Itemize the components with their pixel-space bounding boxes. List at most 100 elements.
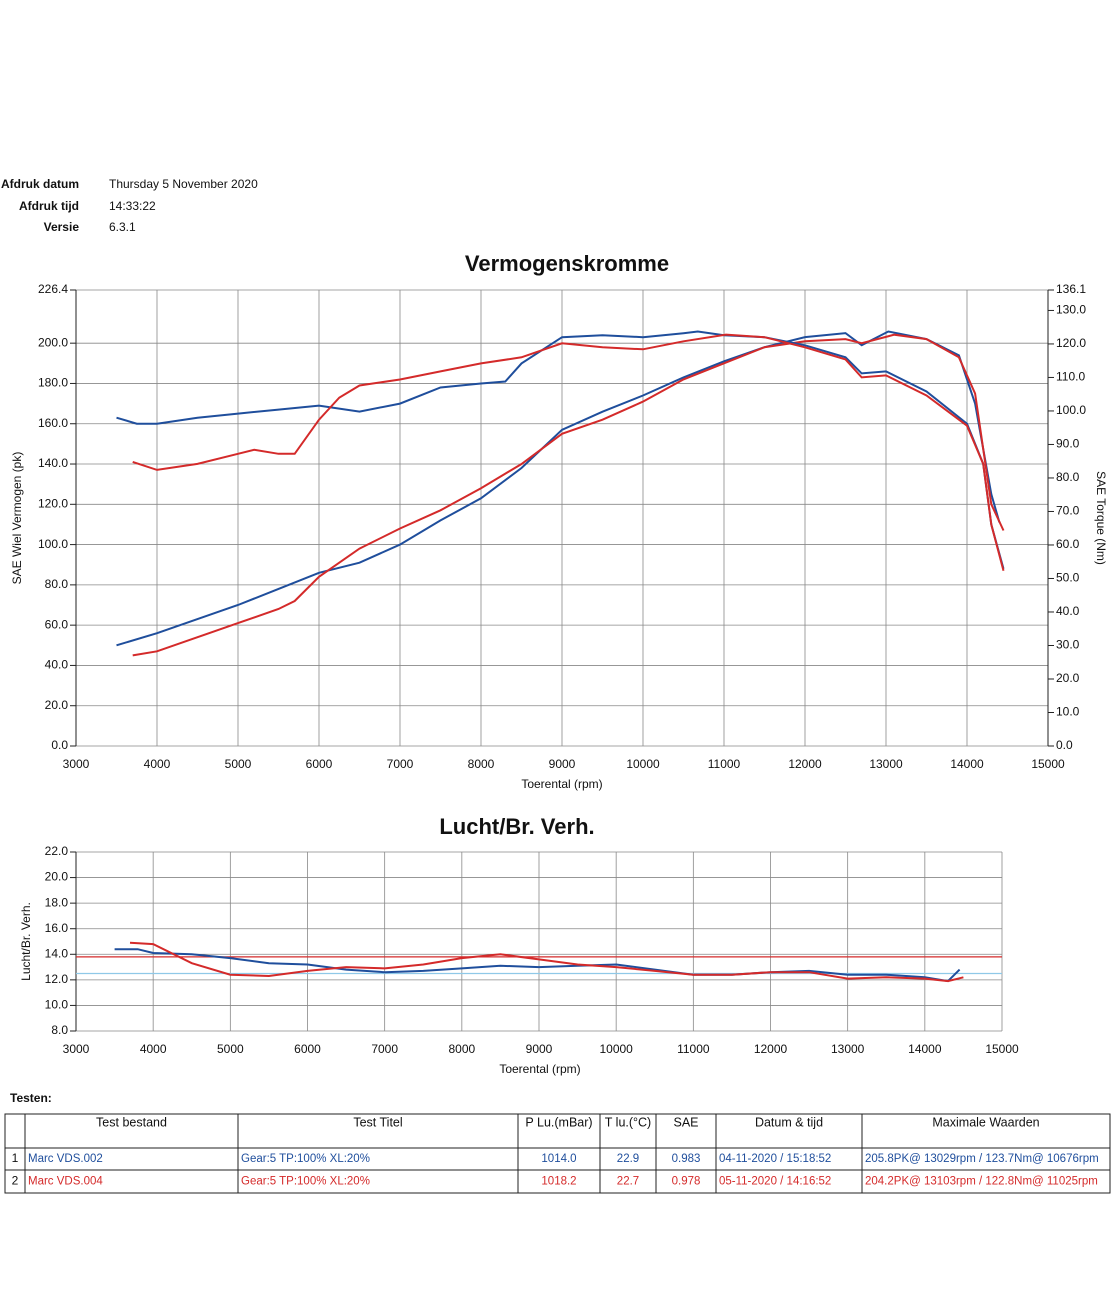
x-tick-label: 11000 [677, 1042, 710, 1056]
y2-tick-label: 20.0 [1056, 671, 1080, 685]
y-tick-label: 180.0 [38, 376, 68, 390]
x-tick-label: 14000 [950, 757, 984, 771]
table-cell-text: 204.2PK@ 13103rpm / 122.8Nm@ 11025rpm [865, 1176, 1098, 1188]
table-header: Test bestand [96, 1115, 167, 1129]
table-cell [4, 1113, 26, 1149]
y-tick-label: 22.0 [45, 844, 69, 858]
y-tick-label: 20.0 [45, 870, 69, 884]
table-header: SAE [673, 1115, 698, 1129]
x-tick-label: 14000 [908, 1042, 942, 1056]
y-tick-label: 60.0 [45, 617, 69, 631]
table-cell-text: Marc VDS.004 [28, 1176, 103, 1188]
table: Test bestand Test Titel P Lu.(mBar) T lu.(°… [4, 1113, 1111, 1194]
x-tick-label: 8000 [468, 757, 495, 771]
y2-tick-label: 50.0 [1056, 571, 1080, 585]
x-tick-label: 3000 [63, 757, 90, 771]
x-tick-label: 13000 [831, 1042, 865, 1056]
y-axis-label: SAE Wiel Vermogen (pk) [10, 452, 24, 585]
y-tick-label: 200.0 [38, 335, 68, 349]
table-header: P Lu.(mBar) [525, 1115, 592, 1129]
y-axis-label: Lucht/Br. Verh. [19, 902, 33, 981]
series-line [132, 333, 1005, 572]
y-tick-label: 40.0 [45, 658, 69, 672]
x-tick-label: 5000 [225, 757, 252, 771]
y2-axis-label: SAE Torque (Nm) [1094, 471, 1108, 565]
table-header: Maximale Waarden [932, 1115, 1039, 1129]
series-line [116, 330, 1005, 570]
y-tick-label: 10.0 [45, 998, 69, 1012]
table-cell-text: Gear:5 TP:100% XL:20% [241, 1153, 370, 1165]
x-tick-label: 4000 [140, 1042, 167, 1056]
y2-tick-label: 0.0 [1056, 738, 1073, 752]
x-tick-label: 6000 [306, 757, 333, 771]
x-axis-label: Toerental (rpm) [499, 1062, 580, 1076]
x-axis-label: Toerental (rpm) [521, 777, 602, 791]
x-tick-label: 3000 [63, 1042, 90, 1056]
y2-tick-label: 30.0 [1056, 638, 1080, 652]
table-cell [861, 1169, 1111, 1194]
y2-tick-label: 60.0 [1056, 537, 1080, 551]
y-tick-label: 80.0 [45, 577, 69, 591]
y-tick-label: 12.0 [45, 972, 69, 986]
table-cell-text: Gear:5 TP:100% XL:20% [241, 1176, 370, 1188]
header-value: 6.3.1 [109, 220, 136, 234]
x-tick-label: 4000 [144, 757, 171, 771]
table-cell-text: 1018.2 [541, 1176, 576, 1188]
y-tick-label: 0.0 [51, 738, 68, 752]
header-label: Versie [44, 220, 80, 234]
y2-tick-label: 10.0 [1056, 705, 1080, 719]
y2-tick-label: 130.0 [1056, 303, 1086, 317]
y-tick-label: 140.0 [38, 456, 68, 470]
x-tick-label: 15000 [1031, 757, 1065, 771]
y2-tick-label: 40.0 [1056, 604, 1080, 618]
series-line [132, 333, 1005, 657]
y2-tick-label: 90.0 [1056, 437, 1080, 451]
header-value: 14:33:22 [109, 199, 156, 213]
x-tick-label: 9000 [526, 1042, 553, 1056]
table-cell-text: 05-11-2020 / 14:16:52 [719, 1176, 831, 1188]
y2-tick-label: 120.0 [1056, 336, 1086, 350]
table-header: Test Titel [353, 1115, 402, 1129]
y2-tick-label: 110.0 [1056, 370, 1085, 384]
table-cell-text: 22.7 [617, 1176, 639, 1188]
x-tick-label: 7000 [387, 757, 414, 771]
y-tick-label: 120.0 [38, 496, 68, 510]
x-tick-label: 15000 [985, 1042, 1019, 1056]
x-tick-label: 7000 [371, 1042, 398, 1056]
x-tick-label: 6000 [294, 1042, 321, 1056]
header-label: Afdruk datum [1, 177, 79, 191]
series-line [116, 330, 1001, 647]
table-cell-text: 1 [12, 1151, 19, 1165]
x-tick-label: 5000 [217, 1042, 244, 1056]
y2-tick-label: 80.0 [1056, 470, 1080, 484]
y2-tick-label: 70.0 [1056, 504, 1080, 518]
y-tick-label: 14.0 [45, 946, 69, 960]
header-label: Afdruk tijd [19, 199, 79, 213]
x-tick-label: 10000 [626, 757, 660, 771]
series-line [129, 941, 964, 983]
y-tick-label: 8.0 [51, 1023, 68, 1037]
x-tick-label: 10000 [599, 1042, 633, 1056]
table-cell-text: 22.9 [617, 1153, 639, 1165]
y-tick-label: 160.0 [38, 416, 68, 430]
table-header: Datum & tijd [755, 1115, 823, 1129]
table-cell-text: 0.983 [672, 1153, 701, 1165]
x-tick-label: 8000 [448, 1042, 475, 1056]
y-tick-label: 20.0 [45, 698, 69, 712]
table-header: T lu.(°C) [605, 1115, 651, 1129]
table-cell-text: 205.8PK@ 13029rpm / 123.7Nm@ 10676rpm [865, 1153, 1099, 1165]
table-cell-text: 04-11-2020 / 15:18:52 [719, 1153, 831, 1165]
chart-title: Lucht/Br. Verh. [439, 814, 594, 839]
y-tick-label: 16.0 [45, 921, 69, 935]
x-tick-label: 13000 [869, 757, 903, 771]
series-line [114, 948, 961, 983]
x-tick-label: 12000 [754, 1042, 788, 1056]
table-cell-text: Marc VDS.002 [28, 1153, 103, 1165]
y-tick-label: 226.4 [38, 282, 68, 296]
x-tick-label: 11000 [708, 757, 741, 771]
chart-title: Vermogenskromme [465, 251, 669, 276]
y2-tick-label: 136.1 [1056, 282, 1086, 296]
table-title: Testen: [10, 1091, 52, 1105]
x-tick-label: 9000 [549, 757, 576, 771]
